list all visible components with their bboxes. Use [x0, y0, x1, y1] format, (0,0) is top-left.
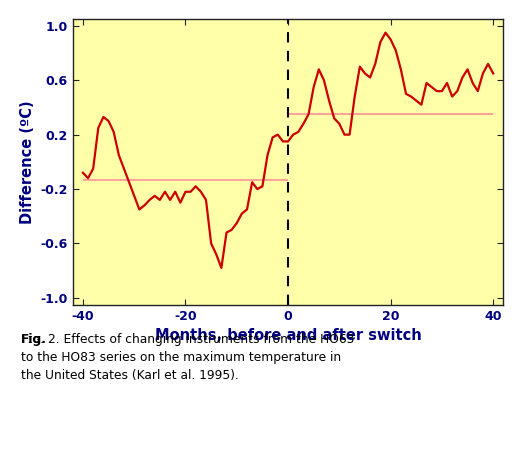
Text: Fɪɢ. 2. Effects of changing instruments from the HO63
to the HO83 series on the : Fɪɢ. 2. Effects of changing instruments … — [21, 333, 354, 382]
Text: Fig.: Fig. — [21, 333, 47, 346]
Y-axis label: Difference (ºC): Difference (ºC) — [20, 100, 35, 224]
X-axis label: Months, before and after switch: Months, before and after switch — [155, 328, 421, 343]
